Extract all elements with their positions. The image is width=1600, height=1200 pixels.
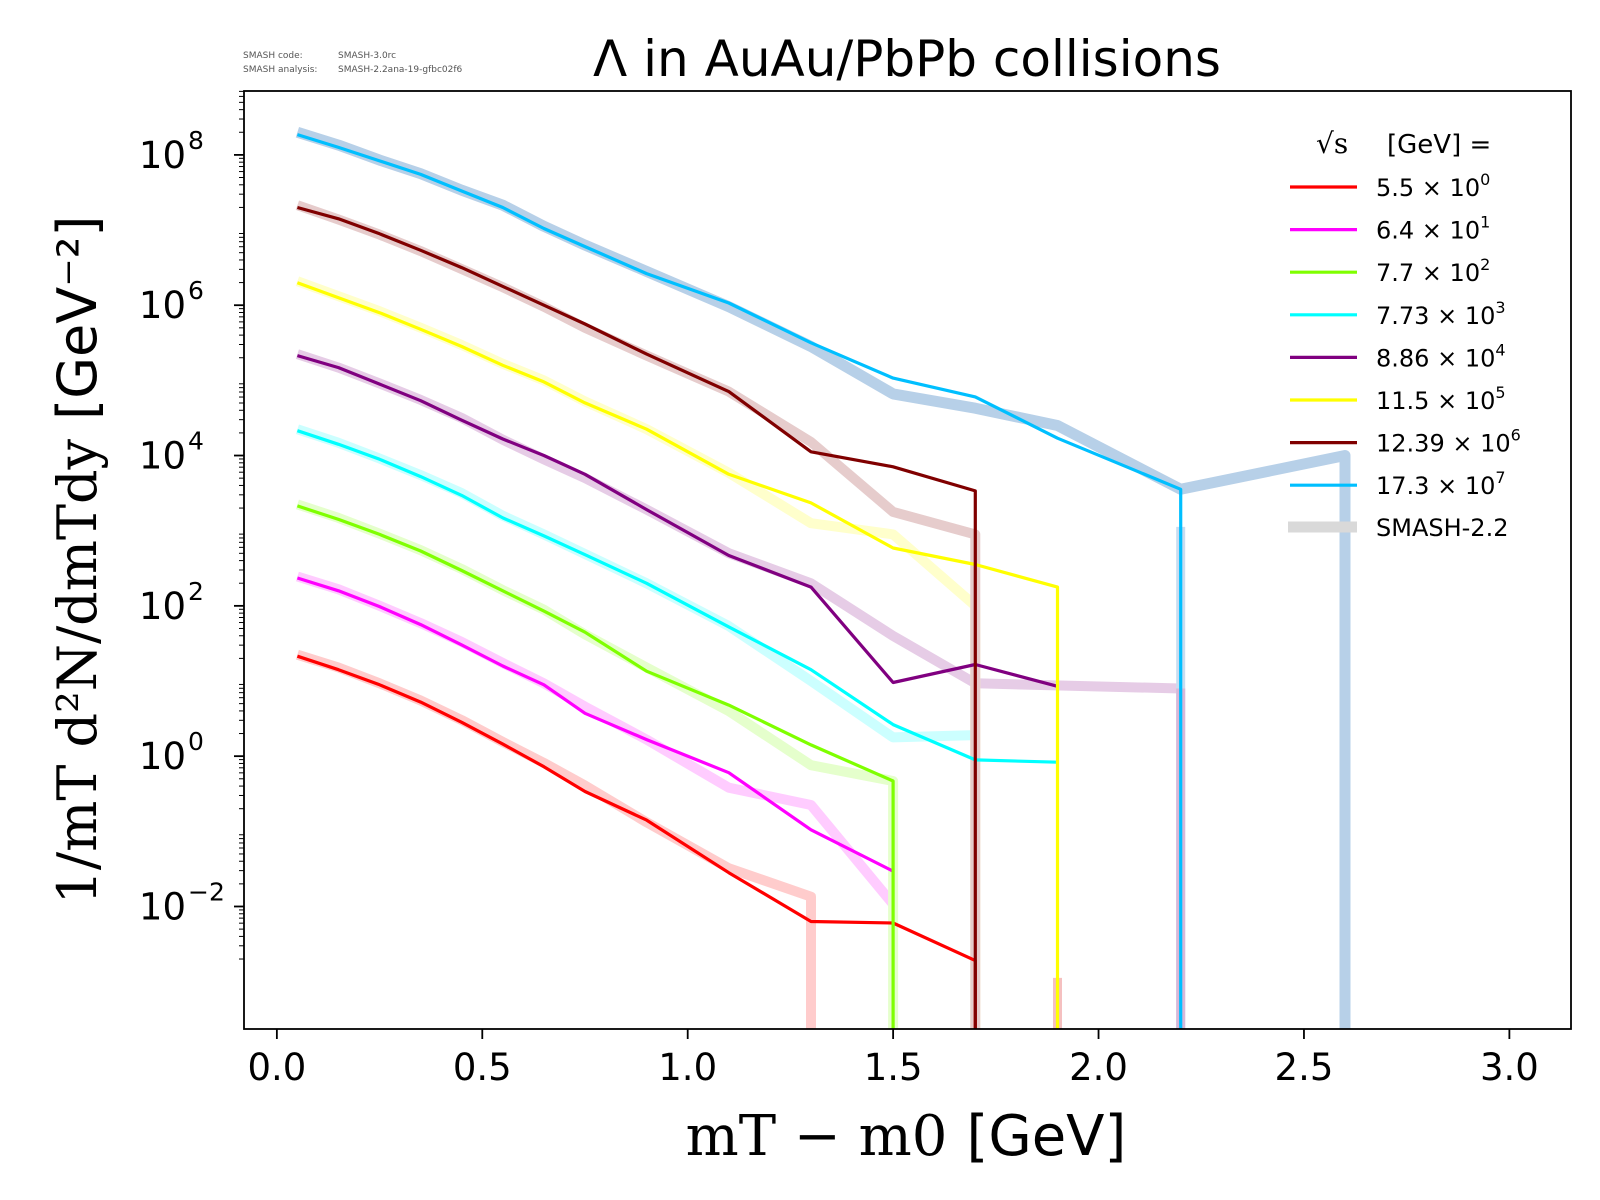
y-tick-label: 10 [139, 134, 186, 177]
legend-label-1: 6.4 × 101 [1376, 213, 1490, 245]
legend-label-smash-2-2: SMASH-2.2 [1376, 514, 1508, 542]
x-tick-label: 2.5 [1275, 1046, 1334, 1089]
y-tick-exponent: −2 [188, 877, 225, 906]
y-tick-exponent: 8 [188, 126, 204, 155]
legend-title-sqrt-s: √s [1316, 127, 1348, 160]
y-tick-label: 10 [139, 585, 186, 628]
series-line-2 [296, 504, 895, 1029]
data-curves [296, 133, 1183, 1029]
legend-label-5: 11.5 × 105 [1376, 383, 1506, 415]
x-tick-label: 0.5 [453, 1046, 512, 1089]
legend-label-0: 5.5 × 100 [1376, 170, 1490, 202]
series-line-1 [296, 576, 894, 873]
y-tick-label: 10 [139, 435, 186, 478]
series-line-5 [296, 281, 1060, 1029]
x-tick-label: 0.0 [247, 1046, 306, 1089]
x-tick-label: 1.0 [658, 1046, 717, 1089]
chart-title: Λ in AuAu/PbPb collisions [593, 30, 1221, 88]
version-analysis-value: SMASH-2.2ana-19-gfbc02f6 [338, 65, 463, 75]
legend-label-4: 8.86 × 104 [1376, 340, 1506, 372]
y-tick-label: 10 [139, 284, 186, 327]
y-tick-exponent: 0 [188, 727, 204, 756]
reference-curves [295, 127, 1351, 1029]
series-line-0 [296, 654, 977, 1029]
x-tick-label: 3.0 [1480, 1046, 1539, 1089]
y-tick-exponent: 2 [188, 577, 204, 606]
legend-label-3: 7.73 × 103 [1376, 298, 1506, 330]
legend-title-unit: [GeV] = [1387, 130, 1491, 160]
legend: √s [GeV] = 5.5 × 100 6.4 × 101 7.7 × 102 7.… [1288, 127, 1521, 542]
y-axis-label: 1/mT d²N/dmTdy [GeV⁻²] [46, 216, 109, 905]
y-tick-exponent: 6 [188, 276, 204, 305]
x-axis-label: mT − m0 [GeV] [686, 1104, 1127, 1169]
series-line-3 [296, 429, 1058, 764]
x-axis-ticks: 0.0 0.5 1.0 1.5 2.0 2.5 3.0 [247, 1029, 1539, 1089]
legend-label-7: 17.3 × 107 [1376, 468, 1506, 500]
series-line-6 [296, 205, 977, 1029]
y-tick-label: 10 [139, 735, 186, 778]
x-tick-label: 1.5 [864, 1046, 923, 1089]
series-line-7 [296, 133, 1183, 1029]
version-code-label: SMASH code: [243, 51, 303, 61]
y-tick-exponent: 4 [188, 427, 204, 456]
y-tick-label: 10 [139, 885, 186, 928]
version-analysis-label: SMASH analysis: [243, 65, 317, 75]
version-code-value: SMASH-3.0rc [338, 51, 396, 61]
legend-label-2: 7.7 × 102 [1376, 255, 1490, 287]
series-line-4 [296, 354, 1058, 688]
x-tick-label: 2.0 [1069, 1046, 1128, 1089]
plot-frame [243, 90, 1572, 1030]
legend-label-6: 12.39 × 106 [1376, 426, 1521, 458]
